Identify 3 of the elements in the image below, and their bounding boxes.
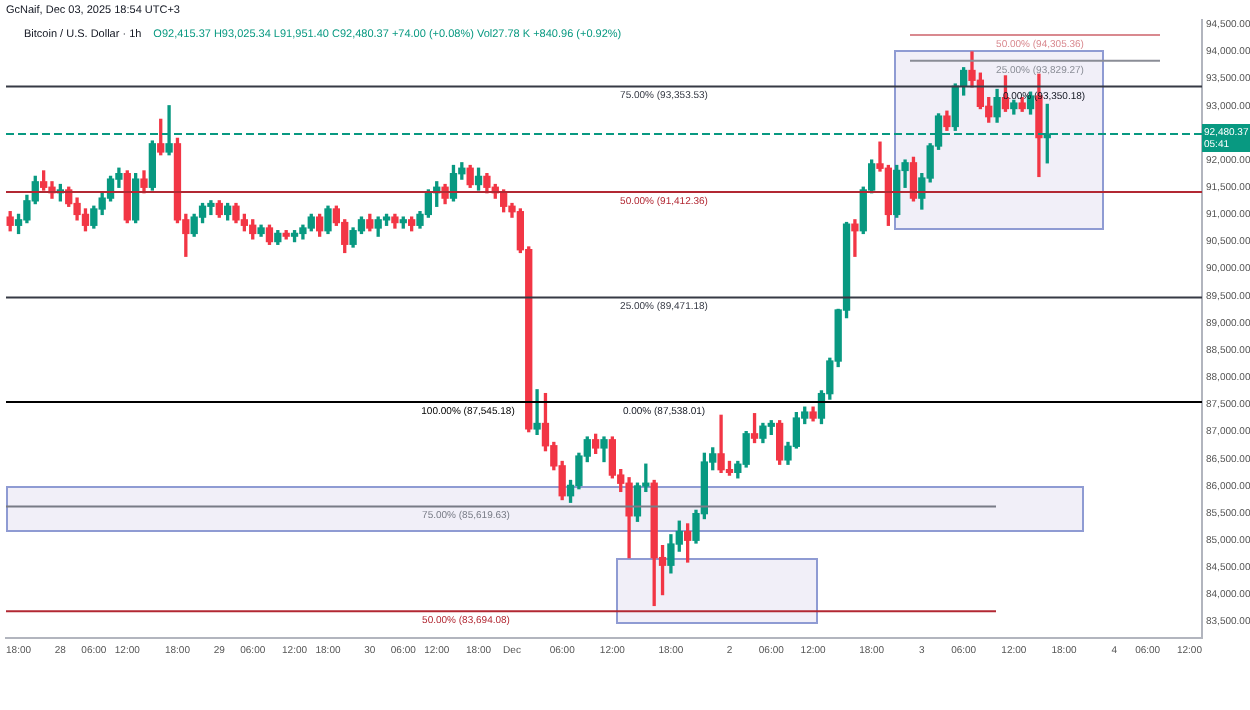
candlestick (533, 389, 541, 436)
candlestick (207, 200, 215, 216)
candlestick (851, 219, 859, 257)
